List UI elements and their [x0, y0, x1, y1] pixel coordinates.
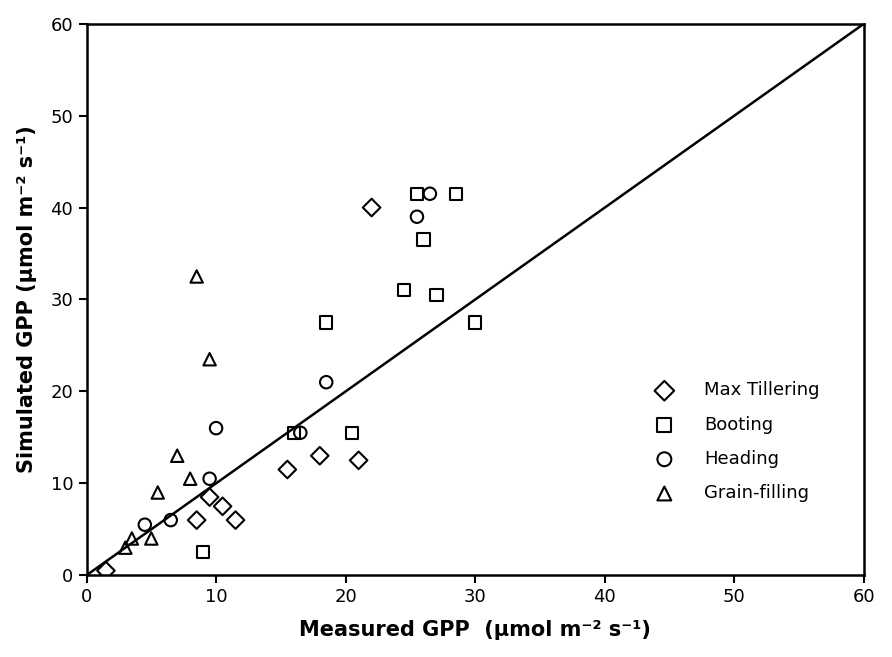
- Booting: [345, 428, 359, 438]
- Booting: [397, 285, 411, 296]
- Y-axis label: Simulated GPP (μmol m⁻² s⁻¹): Simulated GPP (μmol m⁻² s⁻¹): [17, 125, 37, 473]
- Heading: [202, 474, 217, 484]
- Max Tillering: [189, 515, 203, 526]
- Grain-filling: [170, 451, 185, 461]
- Heading: [163, 515, 178, 526]
- Max Tillering: [99, 566, 113, 576]
- Heading: [137, 520, 152, 530]
- Grain-filling: [125, 533, 139, 544]
- X-axis label: Measured GPP  (μmol m⁻² s⁻¹): Measured GPP (μmol m⁻² s⁻¹): [300, 620, 651, 641]
- Booting: [319, 317, 334, 328]
- Heading: [409, 212, 424, 222]
- Grain-filling: [119, 543, 133, 553]
- Max Tillering: [351, 455, 366, 466]
- Max Tillering: [202, 492, 217, 503]
- Grain-filling: [183, 474, 197, 484]
- Booting: [417, 235, 431, 245]
- Heading: [319, 377, 334, 388]
- Booting: [468, 317, 483, 328]
- Max Tillering: [365, 202, 379, 213]
- Heading: [293, 428, 308, 438]
- Booting: [449, 189, 463, 199]
- Booting: [196, 547, 211, 558]
- Grain-filling: [151, 487, 165, 498]
- Grain-filling: [145, 533, 159, 544]
- Booting: [286, 428, 301, 438]
- Grain-filling: [189, 271, 203, 282]
- Booting: [409, 189, 424, 199]
- Heading: [209, 423, 223, 434]
- Max Tillering: [228, 515, 243, 526]
- Max Tillering: [312, 451, 326, 461]
- Heading: [423, 189, 437, 199]
- Booting: [429, 290, 443, 300]
- Max Tillering: [280, 464, 294, 475]
- Max Tillering: [216, 501, 230, 512]
- Grain-filling: [202, 354, 217, 365]
- Legend: Max Tillering, Booting, Heading, Grain-filling: Max Tillering, Booting, Heading, Grain-f…: [639, 374, 827, 509]
